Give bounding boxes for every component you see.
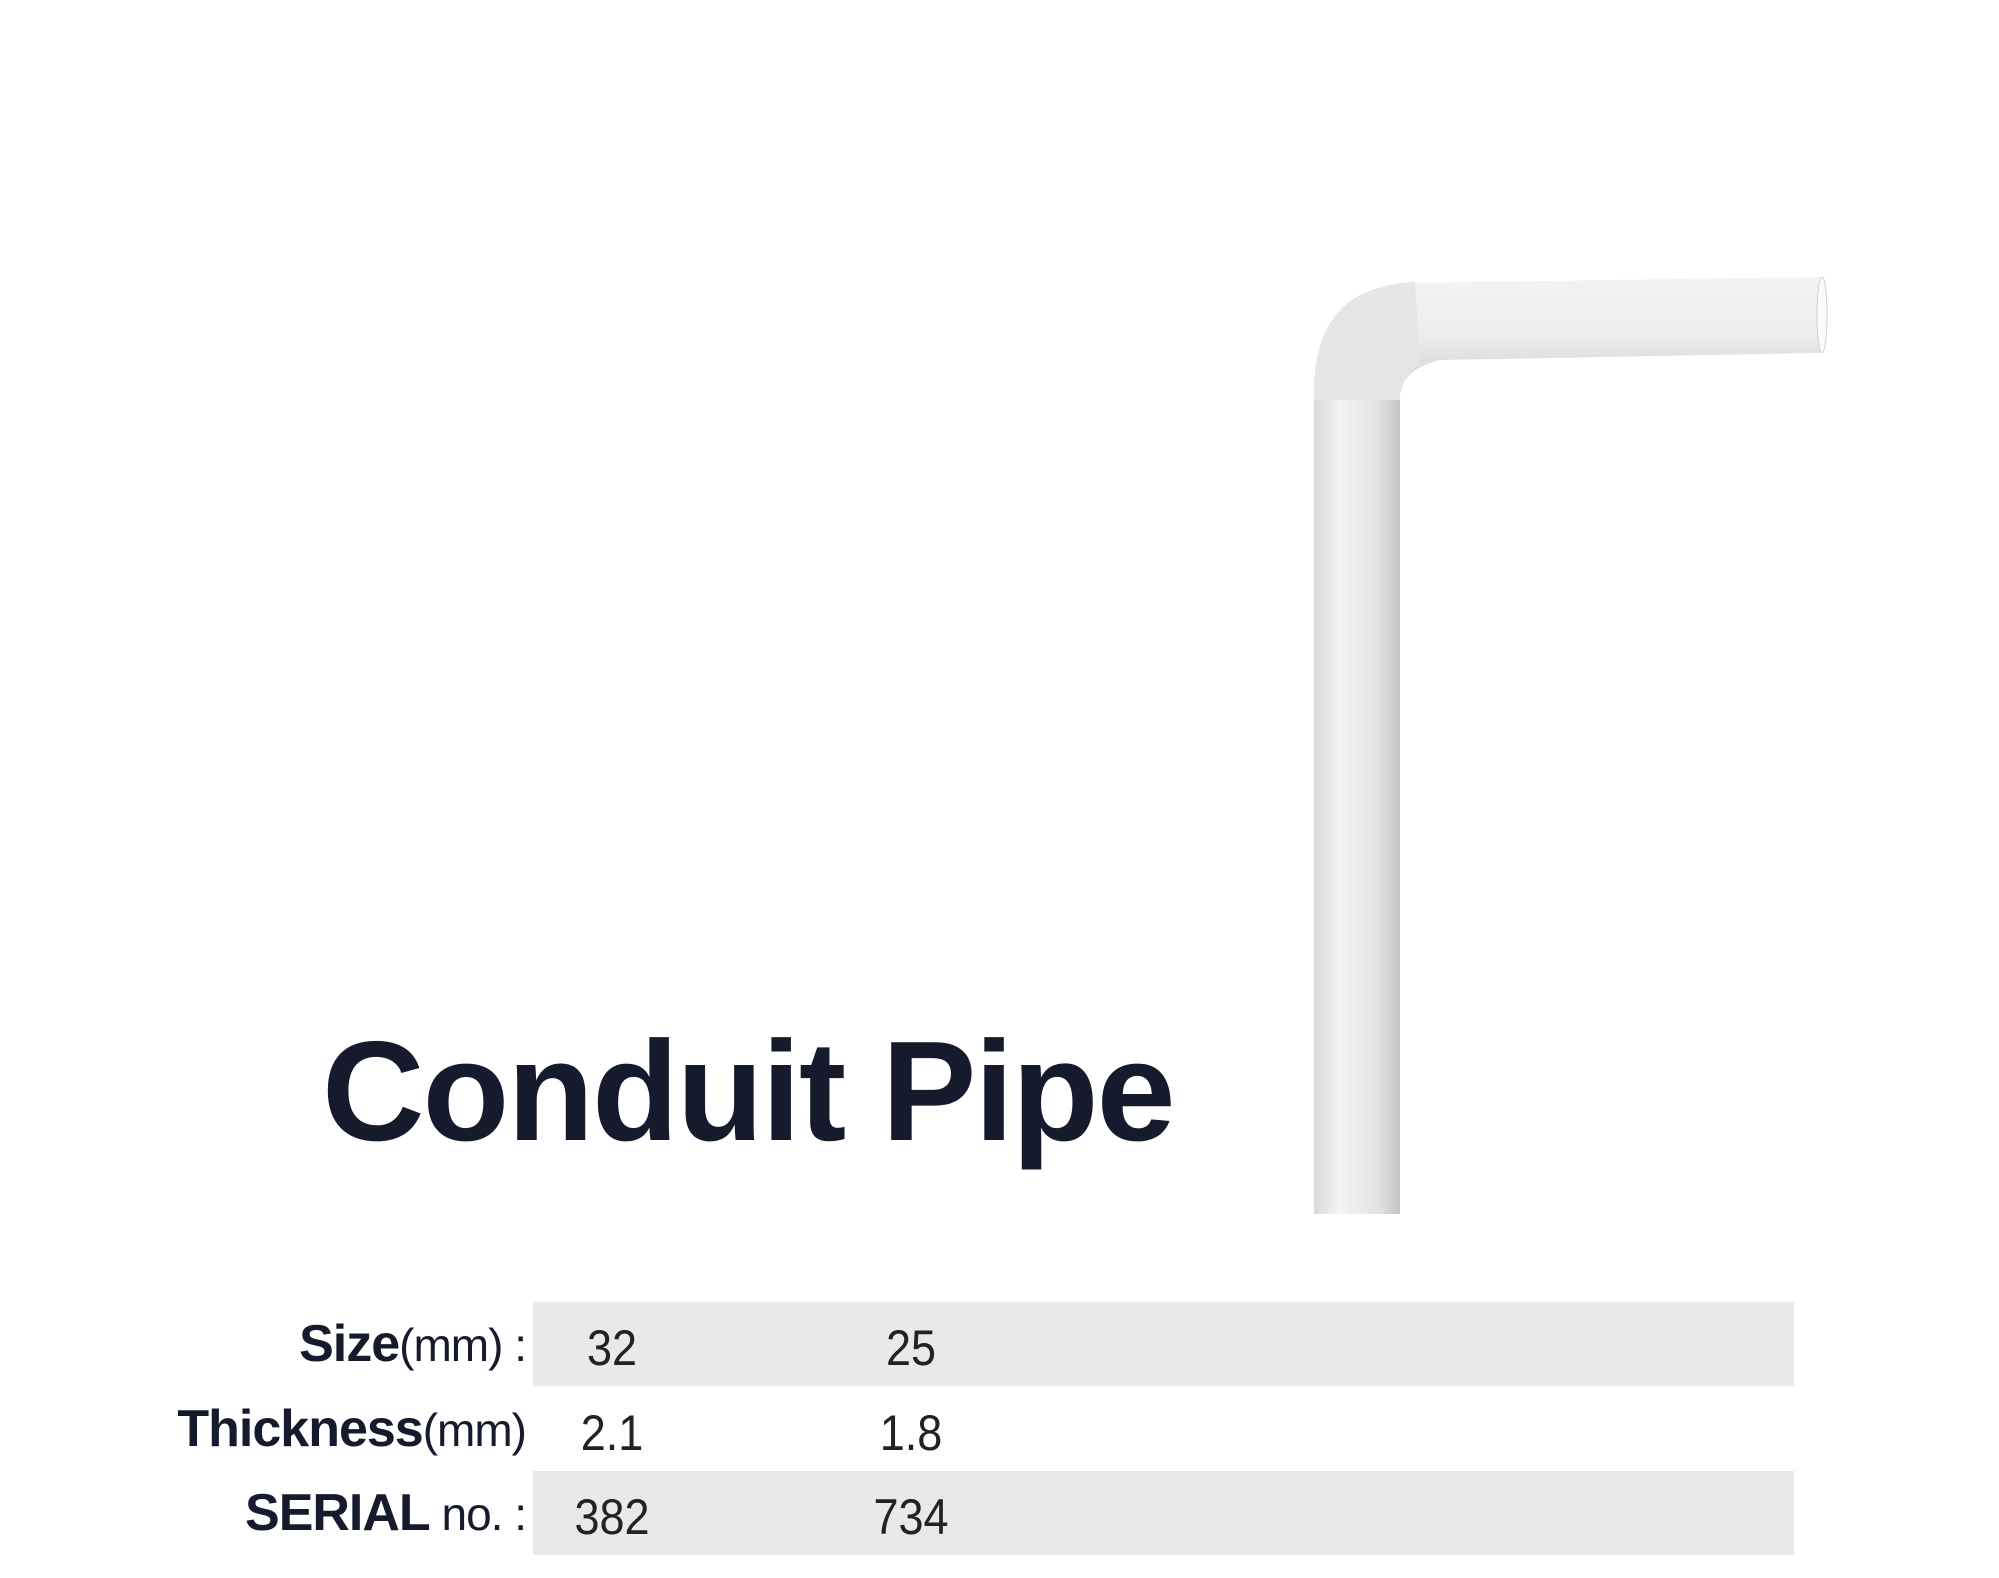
spec-value: 382 [574, 1489, 650, 1545]
spec-row-size: Size(mm) : 32 25 [0, 1302, 1999, 1386]
page-title: Conduit Pipe [322, 1012, 1176, 1171]
spec-value: 2.1 [580, 1405, 644, 1461]
row-background [533, 1471, 1794, 1555]
spec-label: SERIAL no. : [245, 1484, 527, 1542]
spec-row-thickness: Thickness(mm) 2.1 1.8 [0, 1387, 1999, 1471]
spec-value: 1.8 [879, 1405, 943, 1461]
spec-value: 25 [885, 1320, 937, 1376]
row-background [533, 1387, 1794, 1471]
spec-value: 734 [873, 1489, 949, 1545]
row-background [533, 1302, 1794, 1386]
spec-value: 32 [586, 1320, 638, 1376]
spec-label: Size(mm) : [299, 1315, 527, 1373]
spec-label: Thickness(mm) [177, 1400, 527, 1458]
spec-row-serial: SERIAL no. : 382 734 [0, 1471, 1999, 1555]
